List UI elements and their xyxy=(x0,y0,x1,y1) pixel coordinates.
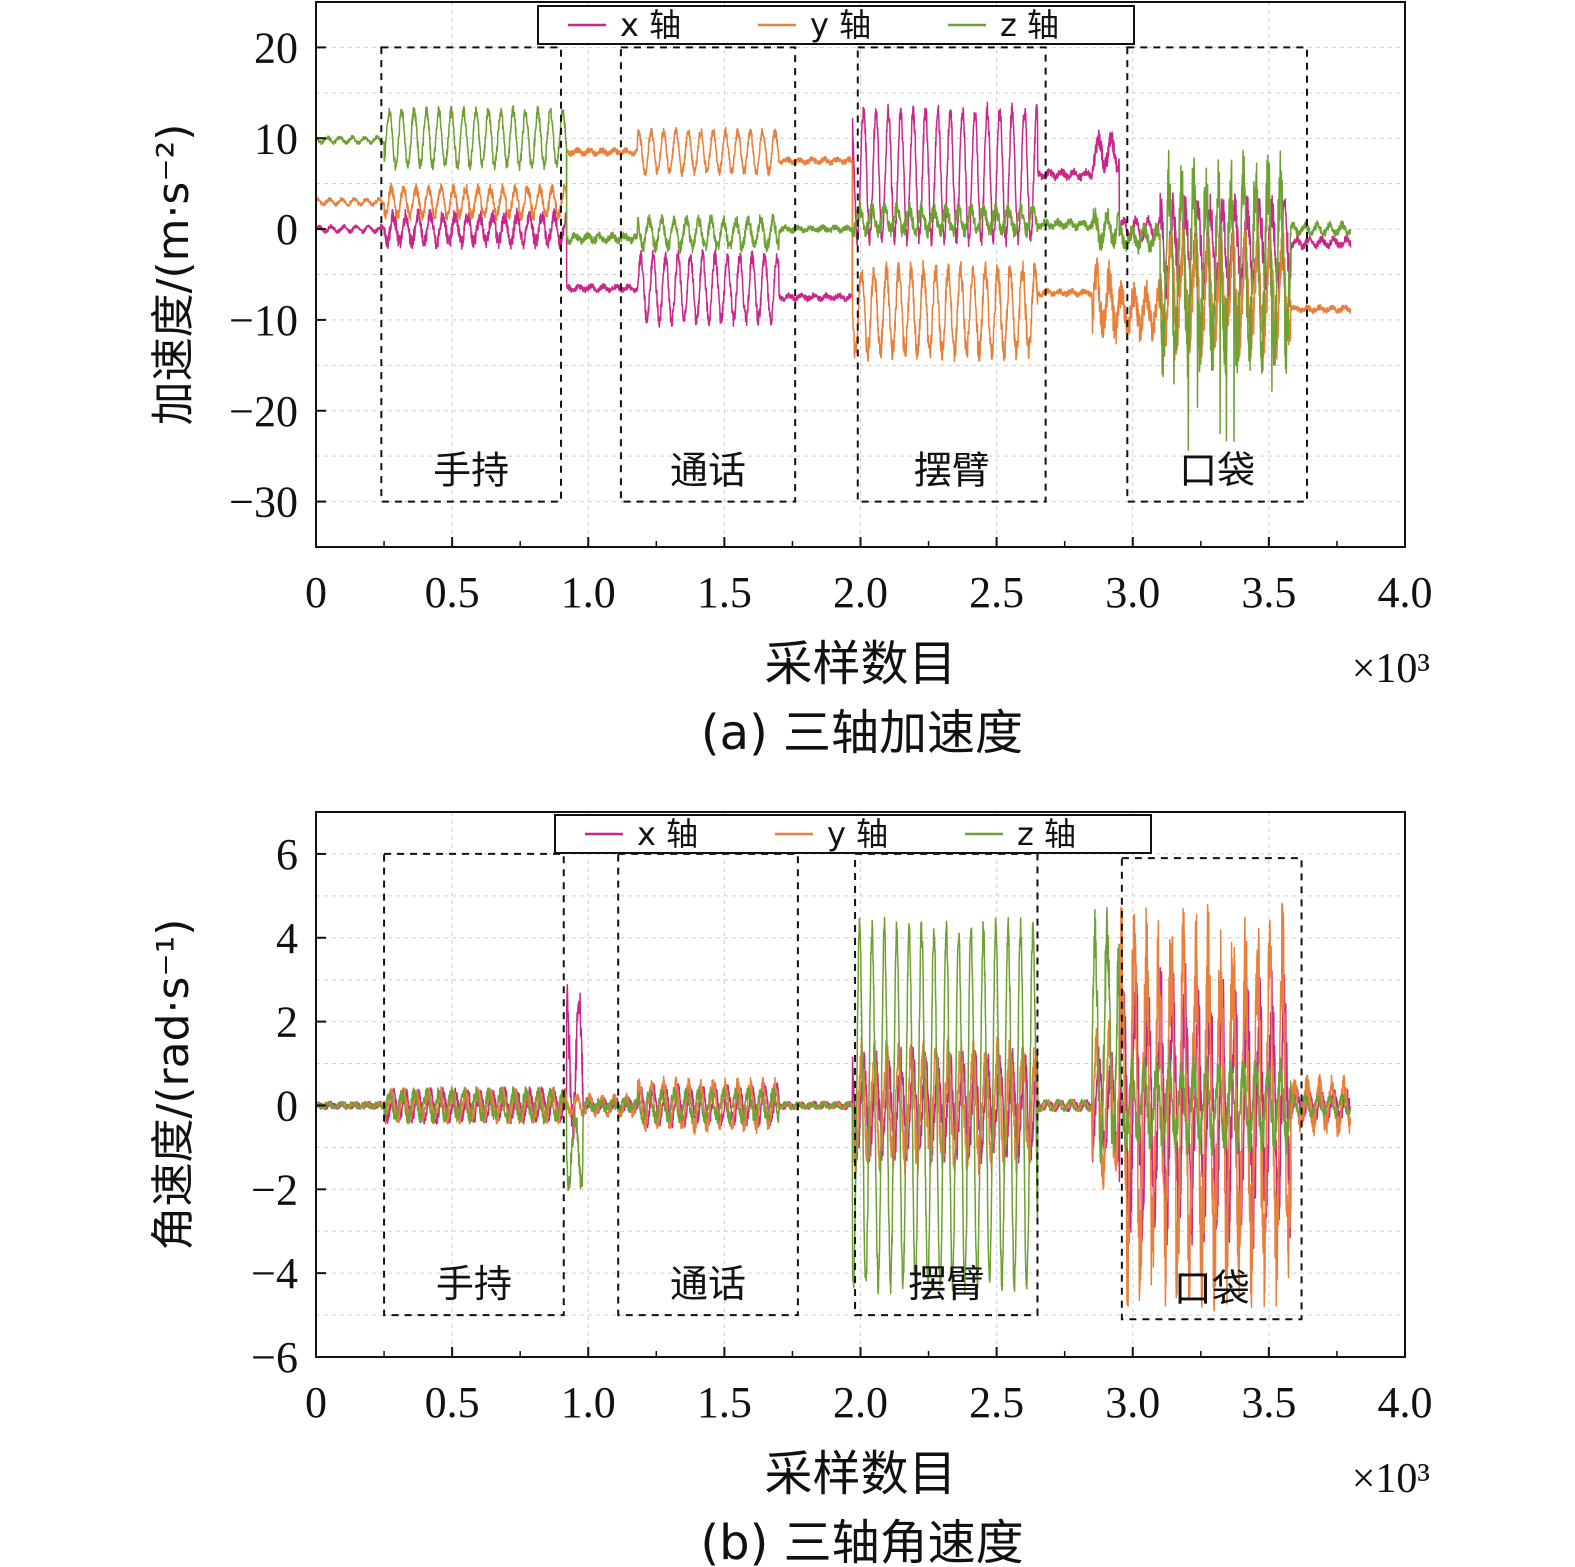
series-line-y xyxy=(315,126,1352,363)
y-tick-label: 10 xyxy=(254,114,298,163)
chart-caption: (b) 三轴角速度 xyxy=(700,1515,1023,1567)
chart-a: 手持 通话 摆臂 口袋 0 0.5 1.0 1.5 2.0 2.5 3.0 3.5 4.0 −30 −20 −… xyxy=(148,1,1433,761)
y-tick-label: −4 xyxy=(251,1249,298,1298)
x-axis-label: 采样数目 xyxy=(764,1446,956,1502)
region-label: 摆臂 xyxy=(914,449,990,493)
region-box xyxy=(617,852,799,1317)
y-tick-label: 0 xyxy=(276,1081,298,1130)
legend-label-y: y 轴 xyxy=(827,815,888,853)
series-line-z xyxy=(315,906,1352,1295)
y-tick-label: −6 xyxy=(251,1333,298,1382)
legend-label-y: y 轴 xyxy=(810,6,871,44)
region-label: 口袋 xyxy=(1174,1266,1250,1310)
region-box xyxy=(856,46,1047,503)
y-tick-label: −20 xyxy=(229,387,298,436)
region-box xyxy=(383,852,565,1317)
y-axis-label: 加速度/(m·s⁻²) xyxy=(148,124,199,426)
x-tick-label: 0.5 xyxy=(425,568,480,617)
x-tick-label: 1.0 xyxy=(561,1378,616,1427)
x-tick-label: 1.5 xyxy=(697,1378,752,1427)
x-tick-label: 0 xyxy=(305,1378,327,1427)
x-tick-label: 2.0 xyxy=(833,568,888,617)
x-tick-label: 3.5 xyxy=(1241,568,1296,617)
region-label: 口袋 xyxy=(1179,449,1255,493)
x-tick-label: 0 xyxy=(305,568,327,617)
y-axis-label: 角速度/(rad·s⁻¹) xyxy=(148,919,199,1251)
region-box xyxy=(1120,857,1303,1321)
x-tick-label: 2.5 xyxy=(969,568,1024,617)
region-label: 手持 xyxy=(436,1262,512,1306)
x-tick-label: 4.0 xyxy=(1378,568,1433,617)
region-box xyxy=(619,46,797,503)
x-tick-label: 2.5 xyxy=(969,1378,1024,1427)
x-tick-label: 0.5 xyxy=(425,1378,480,1427)
region-label: 手持 xyxy=(433,449,509,493)
region-box xyxy=(1126,46,1308,503)
y-tick-label: 6 xyxy=(276,830,298,879)
legend-label-z: z 轴 xyxy=(1017,815,1076,853)
x-tick-label: 2.0 xyxy=(833,1378,888,1427)
legend-box xyxy=(554,814,1152,854)
y-tick-label: 4 xyxy=(276,914,298,963)
x-axis-multiplier: ×10³ xyxy=(1352,646,1430,692)
x-tick-label: 3.0 xyxy=(1105,568,1160,617)
region-box xyxy=(380,46,563,503)
legend-label-z: z 轴 xyxy=(1000,6,1059,44)
region-label: 通话 xyxy=(670,449,746,493)
legend-label-x: x 轴 xyxy=(637,815,698,853)
y-tick-label: −2 xyxy=(251,1165,298,1214)
y-tick-label: −10 xyxy=(229,296,298,345)
x-axis-multiplier: ×10³ xyxy=(1352,1456,1430,1502)
x-tick-label: 4.0 xyxy=(1378,1378,1433,1427)
y-tick-label: 0 xyxy=(276,205,298,254)
y-tick-label: −30 xyxy=(229,478,298,527)
chart-caption: (a) 三轴加速度 xyxy=(701,705,1023,761)
y-tick-label: 20 xyxy=(254,23,298,72)
region-label: 通话 xyxy=(670,1262,746,1306)
x-axis-label: 采样数目 xyxy=(764,636,956,692)
x-tick-label: 3.5 xyxy=(1241,1378,1296,1427)
x-tick-label: 1.5 xyxy=(697,568,752,617)
y-tick-label: 2 xyxy=(276,998,298,1047)
x-tick-label: 3.0 xyxy=(1105,1378,1160,1427)
series-line-y xyxy=(315,902,1352,1312)
legend-box xyxy=(537,5,1135,45)
x-tick-label: 1.0 xyxy=(561,568,616,617)
series-line-z xyxy=(315,105,1352,451)
legend-label-x: x 轴 xyxy=(620,6,681,44)
region-label: 摆臂 xyxy=(908,1262,984,1306)
chart-b: 手持 通话 摆臂 口袋 0 0.5 1.0 1.5 2.0 2.5 3.0 3.5 4.0 −6 −4 −2 0… xyxy=(148,811,1433,1567)
